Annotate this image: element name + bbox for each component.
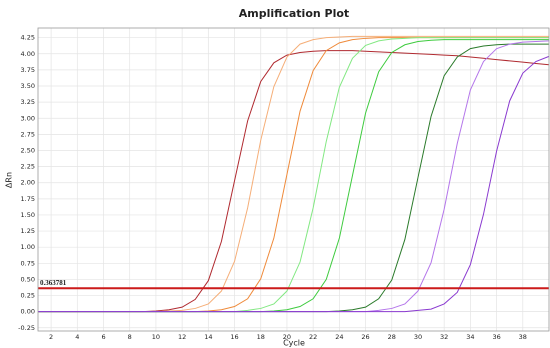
x-tick-label: 10 [152, 333, 160, 341]
x-tick-label: 28 [388, 333, 396, 341]
amplification-curve [38, 39, 549, 313]
y-tick-label: 3.50 [21, 82, 35, 90]
y-tick-label: 2.00 [21, 179, 35, 187]
x-axis-label: Cycle [283, 339, 305, 348]
y-tick-label: 0.50 [21, 275, 35, 283]
x-tick-label: 36 [492, 333, 500, 341]
x-tick-label: 2 [49, 333, 53, 341]
y-tick-label: -0.25 [18, 324, 35, 332]
chart-title: Amplification Plot [239, 7, 349, 20]
y-tick-label: 2.25 [21, 163, 35, 171]
x-tick-label: 32 [440, 333, 448, 341]
amplification-curve [38, 50, 550, 313]
x-tick-label: 18 [257, 333, 265, 341]
x-tick-label: 26 [361, 333, 369, 341]
y-tick-label: 2.75 [21, 130, 35, 138]
plot-border [37, 27, 550, 332]
amplification-curve [38, 37, 549, 313]
amplification-curve [38, 35, 549, 313]
amplification-curve [38, 43, 549, 313]
amplification-curve [38, 37, 549, 313]
y-tick-label: 2.50 [21, 146, 35, 154]
x-tick-label: 12 [178, 333, 186, 341]
amplification-curve [38, 40, 550, 313]
amplification-curve [38, 55, 550, 313]
x-tick-label: 16 [230, 333, 238, 341]
y-tick-label: 0.25 [21, 292, 35, 300]
x-tick-label: 22 [309, 333, 317, 341]
y-tick-label: 1.00 [21, 243, 35, 251]
y-tick-label: 4.25 [21, 34, 35, 42]
plot-area [38, 35, 550, 313]
y-tick-label: 3.75 [21, 66, 35, 74]
x-tick-label: 34 [466, 333, 474, 341]
x-tick-label: 38 [519, 333, 527, 341]
y-tick-label: 1.50 [21, 211, 35, 219]
x-tick-label: 20 [283, 333, 291, 341]
x-tick-label: 4 [75, 333, 79, 341]
y-tick-label: 1.25 [21, 227, 35, 235]
y-tick-label: 1.75 [21, 195, 35, 203]
y-tick-label: 3.00 [21, 114, 35, 122]
x-tick-label: 24 [335, 333, 343, 341]
y-tick-label: 0.00 [21, 308, 35, 316]
grid [38, 28, 549, 331]
x-tick-label: 6 [101, 333, 105, 341]
y-tick-label: 0.75 [21, 259, 35, 267]
x-tick-label: 14 [204, 333, 212, 341]
x-tick-label: 30 [414, 333, 422, 341]
y-axis-label: ΔRn [5, 172, 14, 188]
y-tick-label: 3.25 [21, 98, 35, 106]
y-tick-label: 4.00 [21, 50, 35, 58]
x-tick-label: 8 [128, 333, 132, 341]
threshold-label: 0.363781 [40, 279, 67, 287]
